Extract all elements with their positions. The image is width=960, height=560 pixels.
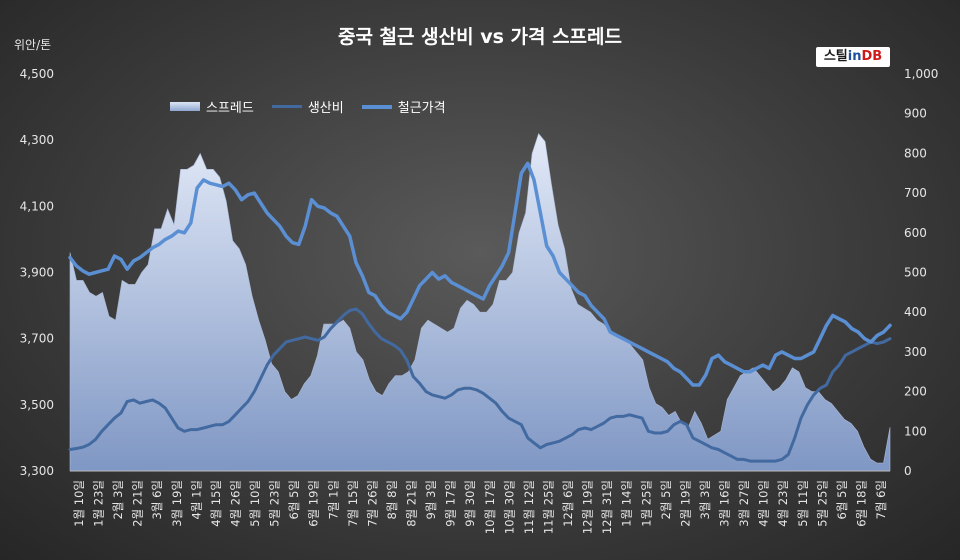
- x-tick-label: 7월 26일: [365, 480, 379, 527]
- right-tick-label: 0: [904, 464, 912, 478]
- legend-label-spread: 스프레드: [206, 101, 254, 116]
- legend-item-production-cost: 생산비: [271, 97, 344, 116]
- right-tick-label: 700: [904, 186, 927, 200]
- chart-title: 중국 철근 생산비 vs 가격 스프레드: [337, 26, 622, 48]
- x-tick-label: 10월 17일: [483, 480, 497, 534]
- left-axis-unit: 위안/톤: [14, 38, 52, 52]
- x-tick-label: 4월 10일: [757, 480, 771, 527]
- right-tick-label: 300: [904, 345, 927, 359]
- x-tick-label: 6월 18일: [854, 480, 868, 527]
- legend-item-spread: 스프레드: [170, 97, 254, 116]
- x-tick-label: 12월 31일: [600, 480, 614, 534]
- x-tick-label: 4월 1일: [189, 480, 203, 519]
- x-tick-label: 6월 19일: [307, 480, 321, 527]
- right-tick-label: 500: [904, 266, 927, 280]
- legend-label-rebar-price: 철근가격: [397, 101, 446, 116]
- right-tick-label: 800: [904, 146, 927, 160]
- x-tick-label: 5월 23일: [268, 480, 282, 527]
- x-tick-label: 11월 25일: [541, 480, 555, 534]
- x-tick-label: 11월 12일: [522, 480, 536, 534]
- x-tick-label: 5월 25일: [815, 480, 829, 527]
- x-tick-label: 4월 26일: [228, 480, 242, 527]
- logo-part-3: DB: [861, 49, 883, 64]
- x-tick-label: 6월 5일: [287, 480, 301, 519]
- x-tick-label: 7월 6일: [874, 480, 888, 519]
- x-tick-label: 1월 23일: [92, 480, 106, 527]
- x-tick-label: 3월 3일: [698, 480, 712, 519]
- x-tick-label: 7월 1일: [326, 480, 340, 519]
- x-tick-label: 9월 3일: [424, 480, 438, 519]
- left-tick-label: 4,500: [20, 67, 54, 81]
- right-tick-label: 1,000: [904, 67, 938, 81]
- x-tick-label: 8월 21일: [405, 480, 419, 527]
- legend-swatch-rebar-price: [361, 104, 392, 109]
- chart-legend: 스프레드 생산비 철근가격: [170, 97, 446, 116]
- left-tick-label: 3,500: [20, 398, 54, 412]
- legend-swatch-production-cost: [271, 105, 302, 108]
- x-tick-label: 6월 5일: [835, 480, 849, 519]
- x-tick-label: 2월 5일: [659, 480, 673, 519]
- logo-part-2: in: [847, 49, 862, 64]
- x-tick-label: 12월 6일: [561, 480, 575, 527]
- x-tick-label: 3월 6일: [150, 480, 164, 519]
- x-tick-label: 1월 25일: [639, 480, 653, 527]
- left-tick-label: 3,300: [20, 464, 54, 478]
- x-tick-label: 1월 10일: [72, 480, 86, 527]
- x-tick-label: 2월 3일: [111, 480, 125, 519]
- x-tick-label: 8월 8일: [385, 480, 399, 519]
- x-tick-label: 2월 19일: [678, 480, 692, 527]
- x-tick-label: 3월 27일: [737, 480, 751, 527]
- x-tick-label: 12월 19일: [581, 480, 595, 534]
- series-spread-area: [69, 132, 891, 472]
- left-tick-label: 4,300: [20, 133, 54, 147]
- right-tick-label: 200: [904, 385, 927, 399]
- series-production-cost-line: [68, 307, 892, 463]
- steelindb-logo: 스틸inDB: [816, 47, 890, 67]
- x-tick-label: 4월 15일: [209, 480, 223, 527]
- left-tick-label: 3,900: [20, 266, 54, 280]
- legend-swatch-spread: [170, 102, 200, 111]
- x-tick-label: 9월 30일: [463, 480, 477, 527]
- right-tick-label: 400: [904, 305, 927, 319]
- right-tick-label: 100: [904, 424, 927, 438]
- logo-part-1: 스틸: [823, 49, 848, 64]
- left-tick-label: 4,100: [20, 199, 54, 213]
- x-tick-label: 9월 17일: [444, 480, 458, 527]
- legend-label-production-cost: 생산비: [307, 101, 344, 116]
- right-tick-label: 600: [904, 226, 927, 240]
- right-tick-label: 900: [904, 107, 927, 121]
- x-tick-label: 1월 14일: [620, 480, 634, 527]
- x-tick-label: 10월 30일: [502, 480, 516, 534]
- x-tick-label: 3월 19일: [170, 480, 184, 527]
- x-tick-label: 5월 10일: [248, 480, 262, 527]
- x-tick-label: 2월 21일: [131, 480, 145, 527]
- left-tick-label: 3,700: [20, 332, 54, 346]
- series-rebar-price-line: [68, 161, 892, 387]
- x-tick-label: 3월 16일: [718, 480, 732, 527]
- x-tick-label: 7월 15일: [346, 480, 360, 527]
- x-tick-label: 4월 23일: [776, 480, 790, 527]
- legend-item-rebar-price: 철근가격: [361, 97, 446, 116]
- x-tick-label: 5월 11일: [796, 480, 810, 527]
